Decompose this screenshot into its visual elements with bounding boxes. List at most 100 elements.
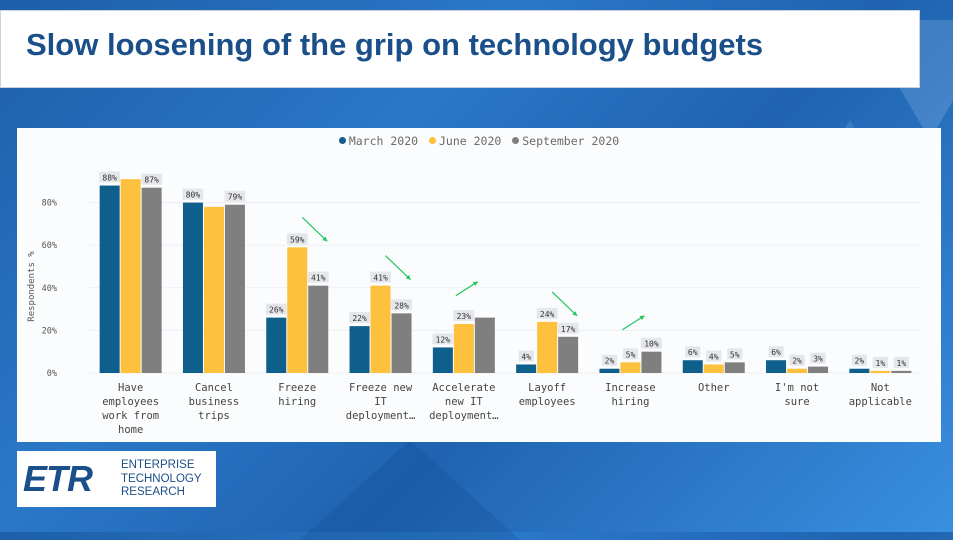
y-tick-label: 40% — [42, 284, 57, 294]
bar — [474, 317, 495, 373]
data-label-bg — [141, 173, 163, 185]
category-label: Not — [871, 382, 890, 394]
category-label: IT — [374, 396, 387, 408]
bar — [432, 347, 453, 373]
data-label: 1% — [897, 359, 907, 368]
data-label-bg — [557, 322, 579, 334]
bar — [370, 285, 391, 373]
trend-arrow — [551, 291, 578, 317]
trend-arrow-head — [572, 311, 578, 316]
legend-label-june: June 2020 — [439, 134, 502, 148]
background-shape — [300, 440, 520, 540]
category-label: Freeze — [278, 382, 316, 394]
y-axis-title: Respondents % — [27, 251, 37, 322]
trend-arrow-shaft — [301, 216, 328, 242]
data-label-bg — [641, 337, 662, 349]
data-label-bg — [622, 348, 639, 360]
trend-arrow-head — [639, 315, 645, 321]
category-label: deployment… — [346, 410, 416, 422]
data-label-bg — [601, 354, 618, 366]
data-label-bg — [706, 350, 722, 362]
data-label-bg — [727, 348, 743, 360]
bar — [620, 362, 641, 373]
category-label: Cancel — [195, 382, 233, 394]
data-label-bg — [286, 233, 308, 245]
y-tick-label: 20% — [42, 326, 57, 336]
bar — [516, 364, 537, 373]
data-label: 4% — [709, 352, 719, 361]
logo-line-2: TECHNOLOGY — [121, 472, 202, 485]
bars — [99, 179, 912, 373]
data-label: 87% — [144, 176, 159, 185]
data-label-bg — [685, 346, 701, 358]
data-label-bg — [99, 171, 121, 183]
data-label-bg — [872, 356, 888, 368]
category-label: business — [189, 396, 240, 408]
data-label: 22% — [352, 314, 367, 323]
data-label-bg — [893, 356, 909, 368]
data-label: 6% — [688, 348, 698, 357]
data-label: 6% — [771, 348, 781, 357]
trend-arrow-head — [472, 281, 478, 286]
data-label-bg — [349, 312, 370, 324]
legend-swatch-september — [512, 137, 520, 144]
bar — [224, 204, 245, 373]
y-axis: 0% 20% 40% 60% 80% Respondents % — [27, 199, 57, 379]
bar — [203, 206, 224, 373]
bar — [120, 179, 141, 373]
category-label: Accelerate — [432, 382, 495, 394]
category-label: hiring — [611, 396, 649, 408]
bar — [182, 202, 203, 373]
legend-label-march: March 2020 — [348, 134, 419, 148]
category-label: sure — [784, 396, 809, 408]
data-label-bg — [851, 354, 867, 366]
bar — [391, 313, 412, 373]
data-label-bg — [370, 271, 391, 283]
data-label: 79% — [228, 193, 243, 202]
trend-arrow-shaft — [551, 291, 578, 317]
category-label: Other — [698, 382, 730, 394]
bar — [787, 368, 808, 373]
category-label: work from — [102, 410, 159, 422]
trend-arrow-head — [322, 236, 328, 242]
legend-label-september: September 2020 — [522, 134, 620, 148]
category-label: Increase — [605, 382, 656, 394]
data-label-bg — [768, 346, 784, 358]
bar — [141, 187, 162, 373]
data-label: 3% — [813, 355, 823, 364]
legend-item-june: June 2020 — [429, 134, 501, 148]
data-label: 2% — [792, 357, 802, 366]
legend-item-september: September 2020 — [512, 134, 619, 148]
trend-arrow — [455, 281, 479, 297]
data-label-bg — [224, 190, 246, 202]
data-label: 59% — [290, 235, 305, 244]
data-label: 26% — [269, 306, 284, 315]
bar — [766, 360, 787, 373]
bar — [808, 366, 829, 373]
data-label: 80% — [186, 191, 201, 200]
title-banner: Slow loosening of the grip on technology… — [0, 10, 920, 88]
data-labels: 88% 87% 80% 79% 26% 59% 41% 22% 41% 28% 12% 23% 4% 24… — [99, 171, 909, 368]
data-label: 4% — [521, 352, 531, 361]
logo-line-1: ENTERPRISE — [121, 459, 195, 471]
data-label-bg — [391, 299, 412, 311]
bar — [703, 364, 724, 373]
data-label: 1% — [876, 359, 886, 368]
category-label: Have — [118, 382, 143, 394]
trend-arrow — [301, 216, 328, 242]
category-label: home — [118, 424, 143, 436]
data-label: 10% — [644, 340, 659, 349]
trend-arrow-shaft — [385, 255, 411, 281]
data-label: 5% — [626, 350, 636, 359]
bar-chart: 0% 20% 40% 60% 80% Respondents % 88% 87% 80% 79%… — [27, 171, 922, 436]
data-label-bg — [182, 188, 204, 200]
logo-line-3: RESEARCH — [121, 486, 185, 498]
trend-arrow-head — [405, 274, 411, 280]
slide-title: Slow loosening of the grip on technology… — [26, 27, 764, 62]
bar — [287, 247, 308, 373]
data-label: 41% — [311, 274, 326, 283]
bar — [891, 370, 912, 373]
trend-arrows — [301, 216, 645, 331]
category-label: new IT — [445, 396, 484, 408]
bar — [641, 351, 662, 373]
